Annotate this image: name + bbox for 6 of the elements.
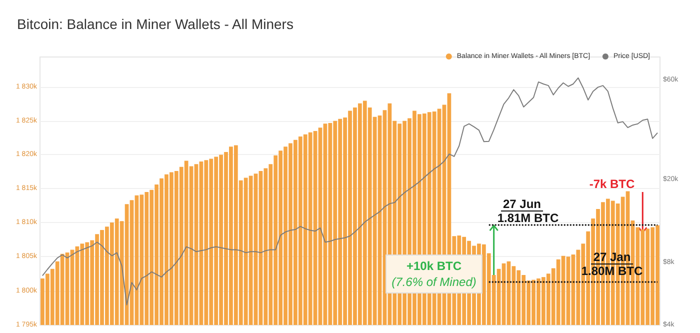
annotation: (7.6% of Mined) [392, 275, 476, 289]
annotation: 1.81M BTC [497, 211, 559, 225]
chart-title: Bitcoin: Balance in Miner Wallets - All Miners [17, 16, 294, 32]
annotation: 27 Jun [502, 197, 542, 211]
annotation: -7k BTC [589, 177, 635, 191]
annotation: +10k BTC [406, 259, 462, 273]
